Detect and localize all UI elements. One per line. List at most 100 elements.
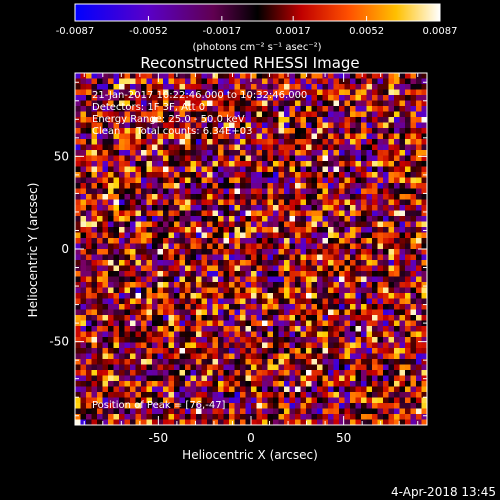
heatmap-cell	[240, 386, 246, 393]
heatmap-cell	[229, 282, 235, 288]
heatmap-cell	[355, 419, 362, 426]
heatmap-cell	[240, 139, 246, 145]
heatmap-cell	[75, 106, 81, 112]
heatmap-cell	[267, 78, 274, 85]
heatmap-cell	[267, 128, 274, 134]
heatmap-cell	[190, 78, 197, 85]
heatmap-cell	[355, 265, 362, 272]
heatmap-cell	[234, 381, 241, 387]
heatmap-cell	[80, 139, 87, 145]
heatmap-cell	[113, 232, 120, 239]
heatmap-cell	[278, 408, 285, 415]
heatmap-cell	[333, 216, 340, 222]
heatmap-cell	[295, 161, 301, 167]
heatmap-cell	[146, 128, 153, 134]
heatmap-cell	[383, 106, 389, 112]
heatmap-cell	[97, 375, 103, 382]
heatmap-cell	[102, 403, 109, 409]
heatmap-cell	[185, 403, 191, 409]
heatmap-cell	[174, 375, 180, 382]
heatmap-cell	[212, 414, 219, 420]
heatmap-cell	[207, 100, 213, 107]
heatmap-cell	[273, 370, 279, 376]
heatmap-cell	[157, 111, 164, 118]
heatmap-cell	[223, 166, 230, 173]
heatmap-cell	[157, 260, 164, 266]
heatmap-cell	[388, 260, 395, 266]
heatmap-cell	[91, 375, 98, 382]
heatmap-cell	[113, 139, 120, 145]
heatmap-cell	[207, 194, 213, 200]
heatmap-cell	[201, 73, 208, 79]
heatmap-cell	[295, 408, 301, 415]
heatmap-cell	[119, 265, 125, 272]
heatmap-cell	[234, 249, 241, 255]
heatmap-cell	[295, 78, 301, 85]
heatmap-cell	[86, 243, 92, 250]
heatmap-cell	[366, 95, 373, 101]
heatmap-cell	[251, 89, 257, 96]
heatmap-cell	[163, 232, 169, 239]
heatmap-cell	[146, 326, 153, 332]
heatmap-cell	[108, 78, 114, 85]
heatmap-cell	[179, 150, 186, 156]
heatmap-cell	[212, 282, 219, 288]
heatmap-cell	[130, 260, 136, 266]
colorbar-ticks: -0.0087 -0.0052 -0.0017 0.0017 0.0052 0.0087	[56, 16, 458, 37]
heatmap-cell	[174, 287, 180, 294]
heatmap-cell	[97, 139, 103, 145]
heatmap-cell	[262, 326, 268, 332]
heatmap-cell	[196, 128, 202, 134]
heatmap-cell	[300, 166, 307, 173]
heatmap-cell	[245, 249, 252, 255]
heatmap-cell	[344, 342, 351, 349]
heatmap-cell	[152, 100, 158, 107]
heatmap-cell	[207, 408, 213, 415]
heatmap-cell	[102, 232, 109, 239]
heatmap-cell	[207, 139, 213, 145]
heatmap-cell	[102, 84, 109, 90]
heatmap-cell	[377, 282, 384, 288]
heatmap-cell	[223, 419, 230, 426]
heatmap-cell	[289, 139, 296, 145]
heatmap-cell	[322, 304, 329, 310]
heatmap-cell	[113, 375, 120, 382]
heatmap-cell	[410, 326, 417, 332]
heatmap-cell	[179, 172, 186, 178]
heatmap-cell	[146, 166, 153, 173]
heatmap-cell	[394, 287, 400, 294]
heatmap-cell	[196, 309, 202, 316]
heatmap-cell	[108, 188, 114, 195]
heatmap-cell	[256, 183, 263, 189]
heatmap-cell	[223, 89, 230, 96]
heatmap-cell	[196, 249, 202, 255]
heatmap-cell	[75, 238, 81, 244]
heatmap-cell	[174, 133, 180, 140]
heatmap-cell	[80, 111, 87, 118]
heatmap-cell	[405, 238, 411, 244]
footer-timestamp: 4-Apr-2018 13:45	[391, 485, 496, 499]
heatmap-cell	[75, 342, 81, 349]
heatmap-cell	[102, 117, 109, 123]
heatmap-cell	[267, 419, 274, 426]
heatmap-cell	[212, 95, 219, 101]
heatmap-cell	[163, 216, 169, 222]
heatmap-cell	[355, 128, 362, 134]
heatmap-cell	[190, 243, 197, 250]
heatmap-cell	[163, 260, 169, 266]
heatmap-cell	[339, 100, 345, 107]
heatmap-cell	[102, 243, 109, 250]
heatmap-cell	[124, 359, 131, 365]
heatmap-cell	[317, 139, 323, 145]
heatmap-cell	[179, 315, 186, 321]
heatmap-cell	[256, 133, 263, 140]
heatmap-cell	[157, 397, 164, 404]
heatmap-cell	[146, 199, 153, 206]
heatmap-cell	[80, 353, 87, 360]
heatmap-cell	[383, 260, 389, 266]
heatmap-cell	[278, 111, 285, 118]
heatmap-cell	[75, 370, 81, 376]
heatmap-cell	[416, 364, 422, 371]
heatmap-cell	[421, 139, 428, 145]
heatmap-cell	[141, 111, 147, 118]
